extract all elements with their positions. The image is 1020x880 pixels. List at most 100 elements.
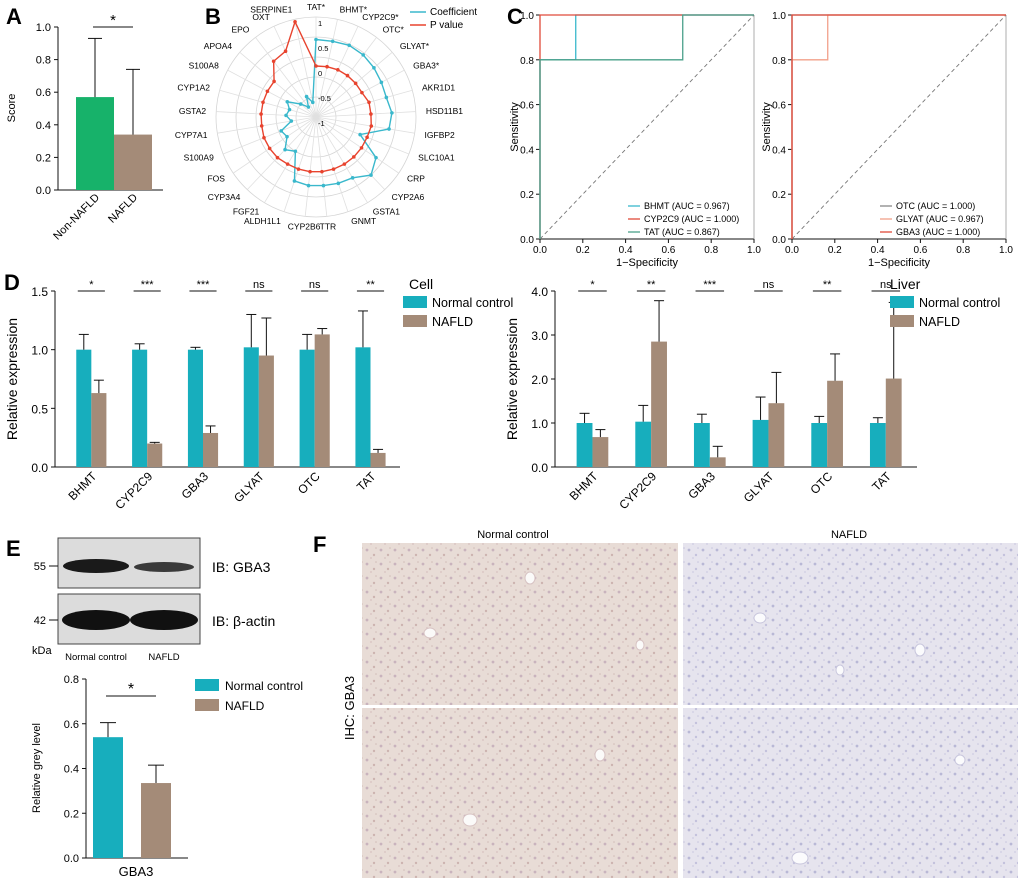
- ihc-column-normal: Normal control: [477, 529, 549, 541]
- b-pvalue-point: [345, 73, 350, 78]
- b-category-label: CYP7A1: [175, 130, 208, 140]
- panel-label-c: C: [507, 4, 523, 29]
- e-ylabel: Relative grey level: [31, 723, 43, 813]
- b-coefficient-point: [350, 176, 355, 180]
- c-legend-entry: CYP2C9 (AUC = 1.000): [644, 214, 739, 224]
- d-bar: [299, 349, 315, 467]
- c-xtick-label: 1.0: [999, 245, 1013, 256]
- d-bar: [355, 347, 371, 467]
- a-bar: [76, 97, 114, 190]
- c-ytick-label: 0.0: [520, 235, 534, 246]
- chart-b-radar: TAT* BHMT*CYP2C9* OTC* GLYAT* GBA3* AKR1D1 HSD…: [175, 2, 477, 231]
- b-grid-spoke: [264, 116, 317, 203]
- b-pvalue-point: [331, 167, 336, 171]
- e-sig-star: *: [128, 681, 134, 698]
- b-grid-spoke: [315, 111, 416, 118]
- c-roc-curve: [791, 14, 1006, 239]
- b-grid-spoke: [283, 116, 317, 212]
- b-radial-tick: 0.5: [318, 44, 328, 53]
- e-ytick-label: 0.4: [64, 764, 79, 776]
- b-category-label: ALDH1L1: [244, 216, 281, 226]
- d-xtick-label: OTC: [295, 469, 323, 497]
- b-pvalue-point: [353, 81, 358, 86]
- d-sig-label: **: [823, 279, 832, 291]
- d-sig-label: ns: [309, 279, 321, 291]
- blot-label-actin: IB: β-actin: [212, 613, 275, 629]
- b-coefficient-point: [310, 100, 315, 105]
- d-legend-entry: NAFLD: [919, 315, 960, 329]
- c-ylabel: Sensitivity: [761, 102, 773, 152]
- b-category-label: FGF21: [233, 206, 260, 216]
- b-grid-spoke: [315, 26, 359, 118]
- b-category-label: IGFBP2: [425, 130, 456, 140]
- d-ytick-label: 1.0: [31, 344, 48, 358]
- c-ytick-label: 1.0: [520, 11, 534, 22]
- b-pvalue-point: [293, 19, 297, 24]
- blot-band-actin-nafld: [130, 610, 198, 630]
- b-category-label: CYP2A6: [392, 192, 425, 202]
- lane-label-normal: Normal control: [65, 652, 127, 663]
- d-bar: [203, 432, 219, 467]
- b-coefficient-point: [387, 127, 391, 131]
- b-grid-spoke: [315, 37, 377, 118]
- a-ylabel: Score: [6, 94, 18, 123]
- d-bar: [243, 347, 259, 467]
- e-legend-swatch: [195, 679, 219, 691]
- b-pvalue-point: [325, 64, 329, 69]
- b-pvalue-point: [272, 79, 276, 84]
- e-bar: [93, 737, 123, 858]
- b-coefficient-point: [330, 39, 335, 44]
- panel-label-b: B: [205, 4, 221, 29]
- c-xtick-label: 0.0: [533, 245, 547, 256]
- c-xtick-label: 0.4: [619, 245, 633, 256]
- b-grid-spoke: [255, 37, 317, 118]
- d-legend-swatch: [890, 296, 914, 308]
- d-bar: [869, 423, 886, 467]
- b-category-label: EPO: [231, 24, 249, 34]
- b-pvalue-point: [320, 169, 324, 174]
- b-pvalue-point: [296, 167, 301, 171]
- b-radial-tick: 0: [318, 69, 322, 78]
- d-legend-entry: Normal control: [432, 296, 513, 310]
- d-bar: [635, 421, 652, 467]
- b-pvalue-point: [369, 112, 373, 116]
- ihc-row-label: IHC: GBA3: [342, 676, 357, 740]
- b-pvalue-point: [336, 68, 340, 72]
- d-legend-swatch: [403, 315, 427, 327]
- b-pvalue-point: [367, 100, 371, 105]
- c-xlabel: 1−Specificity: [616, 257, 679, 269]
- d-xtick-label: TAT: [869, 469, 894, 494]
- lane-label-nafld: NAFLD: [148, 652, 179, 663]
- c-ytick-label: 0.8: [772, 56, 786, 67]
- d-ytick-label: 2.0: [531, 373, 548, 387]
- d-sig-label: ***: [197, 279, 211, 291]
- c-legend-entry: OTC (AUC = 1.000): [896, 201, 975, 211]
- d-sig-label: **: [647, 279, 656, 291]
- b-pvalue-point: [365, 135, 369, 140]
- b-category-label: TAT*: [307, 2, 326, 12]
- blot-label-gba3: IB: GBA3: [212, 559, 271, 575]
- ihc-image-nafld-low: [683, 543, 1018, 705]
- d-ytick-label: 3.0: [531, 329, 548, 343]
- c-ytick-label: 0.2: [520, 190, 534, 201]
- d-ytick-label: 1.0: [531, 417, 548, 431]
- c-legend-entry: GBA3 (AUC = 1.000): [896, 227, 980, 237]
- b-grid-spoke: [239, 51, 317, 118]
- a-ytick-label: 1.0: [36, 22, 51, 34]
- d-ytick-label: 1.5: [31, 285, 48, 299]
- b-coefficient-point: [304, 94, 309, 99]
- panel-label-e: E: [6, 536, 21, 561]
- b-category-label: GBA3*: [413, 60, 440, 70]
- d-sig-label: ***: [703, 279, 717, 291]
- b-pvalue-point: [262, 135, 266, 140]
- d-title: Liver: [890, 276, 921, 292]
- b-category-label: S100A8: [189, 60, 220, 70]
- b-pvalue-point: [261, 100, 265, 105]
- b-coefficient-point: [292, 179, 297, 183]
- chart-c-roc-right: 0.00.0 0.2 0.2 0.4 0.4 0.6 0.6 0.8 0.8 1.0 1.0 1−Sp…: [761, 11, 1013, 269]
- b-coefficient-point: [287, 107, 292, 112]
- b-grid-spoke: [315, 116, 368, 203]
- b-pvalue-point: [275, 155, 280, 160]
- e-ytick-label: 0.2: [64, 808, 79, 820]
